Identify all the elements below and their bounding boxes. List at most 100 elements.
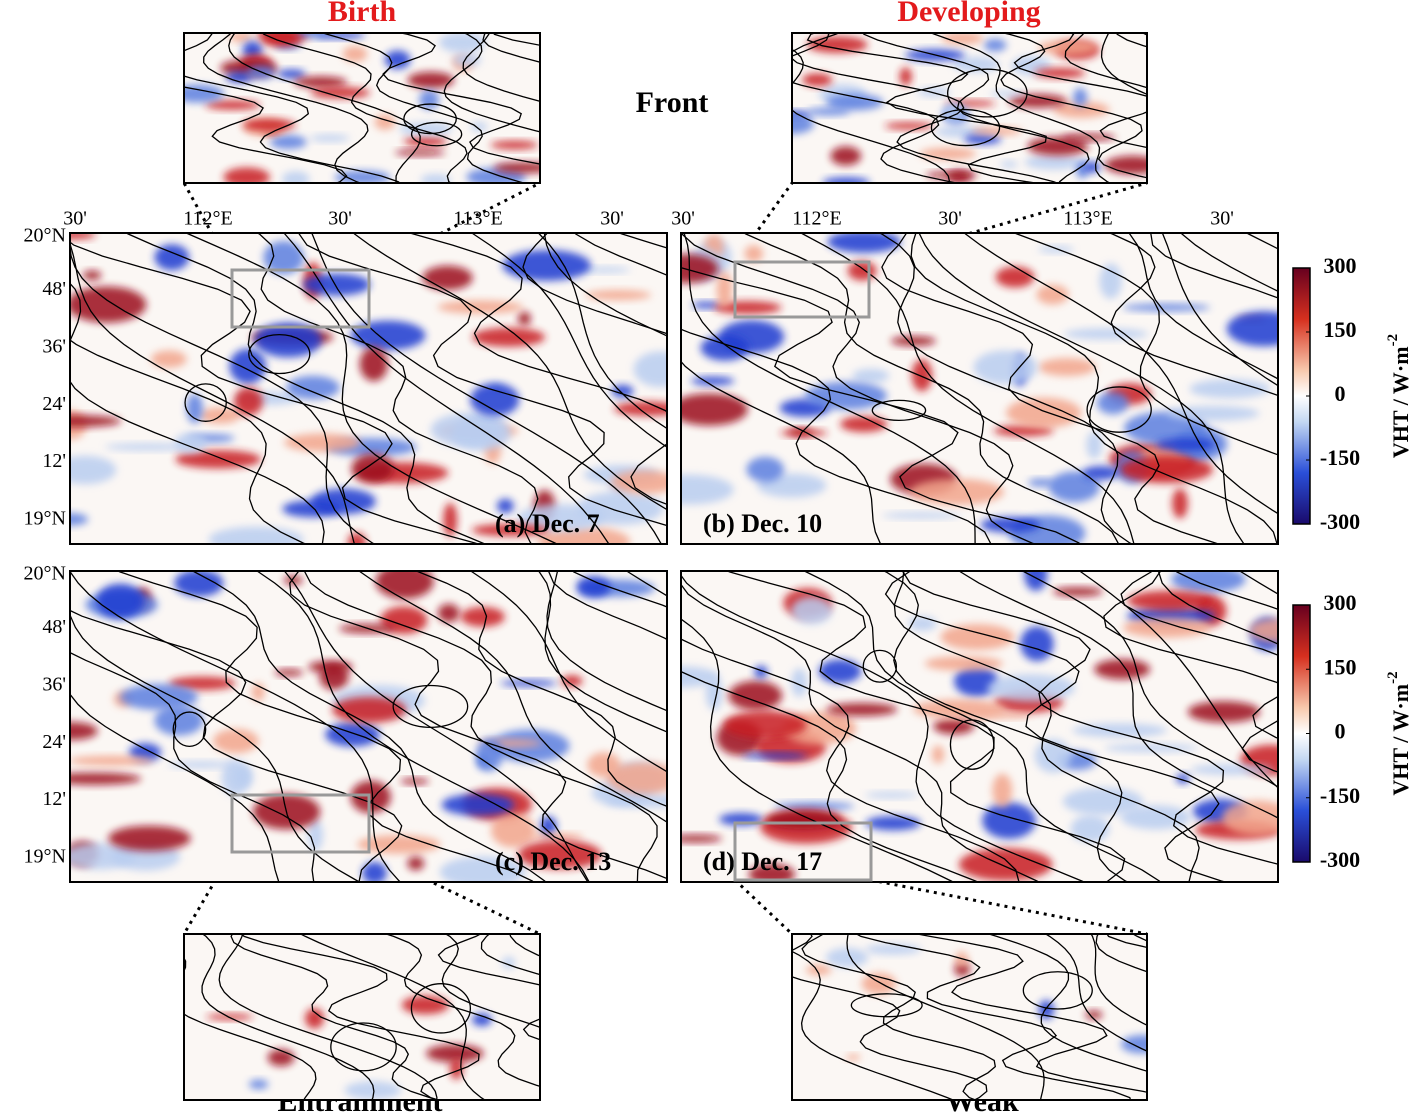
vht-patch	[334, 170, 391, 183]
eddy-contour	[184, 383, 227, 422]
eddy-contour	[871, 399, 927, 422]
y-tick-label: 19°N	[24, 508, 66, 530]
vht-patch	[881, 512, 961, 519]
vht-patch	[1096, 391, 1129, 415]
vht-patch	[716, 271, 732, 308]
ssh-contour	[311, 233, 662, 544]
vht-patch	[1086, 431, 1103, 460]
vht-patch	[825, 947, 869, 968]
eddy-contour	[850, 993, 923, 1018]
vht-patch	[692, 301, 721, 309]
vht-patch	[472, 327, 546, 347]
vht-patch	[518, 840, 602, 870]
colorbar-tick-label: -150	[1320, 445, 1360, 470]
ssh-contour	[70, 233, 376, 544]
map-frame	[183, 933, 541, 1101]
ssh-contour	[358, 571, 667, 823]
ssh-contour	[1090, 934, 1147, 1026]
map-panel	[681, 233, 1278, 544]
vht-patch	[911, 359, 933, 392]
vht-patch	[746, 456, 785, 483]
colorbar-tick-label: -300	[1320, 509, 1360, 534]
ssh-contour	[441, 934, 540, 1029]
eddy-contour	[392, 684, 469, 729]
ssh-contour	[681, 266, 1080, 544]
ssh-contour	[902, 571, 1278, 865]
vht-patch	[493, 162, 540, 174]
ssh-contour	[681, 360, 882, 544]
vht-patch	[174, 432, 207, 453]
vht-patch	[295, 33, 332, 38]
vht-patch	[342, 46, 368, 62]
vht-patch	[223, 167, 270, 183]
ssh-contour	[70, 651, 316, 882]
ssh-contour	[437, 934, 540, 1041]
ssh-contour	[1120, 571, 1278, 739]
vht-patch	[1064, 328, 1149, 340]
vht-patch	[70, 286, 147, 323]
vht-patch	[690, 376, 735, 386]
vht-patch	[917, 87, 951, 97]
ssh-contour	[878, 233, 1134, 544]
colorbar-label-text: VHT / W·m	[1388, 346, 1413, 458]
ssh-contour	[537, 233, 667, 430]
ssh-contour	[283, 233, 610, 544]
ssh-contour	[70, 282, 325, 544]
vht-patch	[845, 1054, 861, 1061]
vht-patch	[70, 513, 89, 526]
ssh-contour	[546, 571, 667, 712]
vht-patch	[229, 33, 253, 42]
vht-patch	[437, 603, 460, 623]
vht-patch	[1084, 161, 1101, 173]
vht-patch	[1119, 455, 1213, 484]
ssh-contour	[918, 233, 1246, 544]
vht-patch	[924, 656, 1004, 671]
vht-patch	[773, 802, 855, 811]
inset-map	[184, 33, 540, 183]
vht-patch	[470, 122, 488, 132]
vht-patch	[802, 73, 833, 87]
ssh-contour	[469, 571, 667, 773]
ssh-contour	[218, 934, 438, 1100]
vht-patch	[263, 240, 304, 275]
vht-patch	[681, 393, 748, 426]
vht-patch	[910, 478, 1005, 505]
y-tick-label: 24'	[42, 393, 66, 415]
ssh-contour	[958, 571, 1278, 819]
vht-patch	[526, 832, 584, 840]
vht-patch	[262, 33, 301, 47]
colorbar-label: VHT / W·m-2	[1385, 671, 1413, 795]
ssh-contour	[1100, 33, 1147, 96]
vht-patch	[496, 498, 514, 514]
ssh-contour	[230, 934, 441, 1100]
ssh-contour	[893, 571, 1200, 882]
x-tick-label: 112°E	[183, 208, 232, 230]
colorbar-tick-label: 0	[1335, 719, 1346, 744]
eddy-contour	[862, 649, 898, 683]
x-tick-label: 30'	[671, 208, 695, 230]
vht-patch	[865, 791, 919, 799]
vht-patch	[865, 815, 921, 831]
vht-patch	[248, 1079, 269, 1090]
ssh-contour	[986, 934, 1147, 1072]
vht-patch	[983, 38, 1007, 52]
vht-patch	[742, 752, 808, 760]
eddy-contour	[947, 68, 1028, 118]
vht-patch	[993, 425, 1054, 437]
vht-patch	[1070, 815, 1110, 843]
ssh-contour	[261, 33, 468, 183]
map-frame	[183, 32, 541, 184]
vht-patch	[420, 174, 452, 183]
ssh-contour	[543, 233, 667, 337]
colorbar-tick-label: -300	[1320, 847, 1360, 872]
colorbar-tick-label: -150	[1320, 783, 1360, 808]
ssh-contour	[304, 571, 658, 882]
vht-patch	[792, 113, 815, 134]
ssh-contour	[1107, 233, 1278, 397]
ssh-contour	[522, 233, 667, 335]
vht-patch	[70, 415, 122, 428]
ssh-contour	[70, 339, 308, 544]
panel-label: (c) Dec. 13	[495, 847, 611, 876]
ssh-contour	[681, 670, 980, 882]
